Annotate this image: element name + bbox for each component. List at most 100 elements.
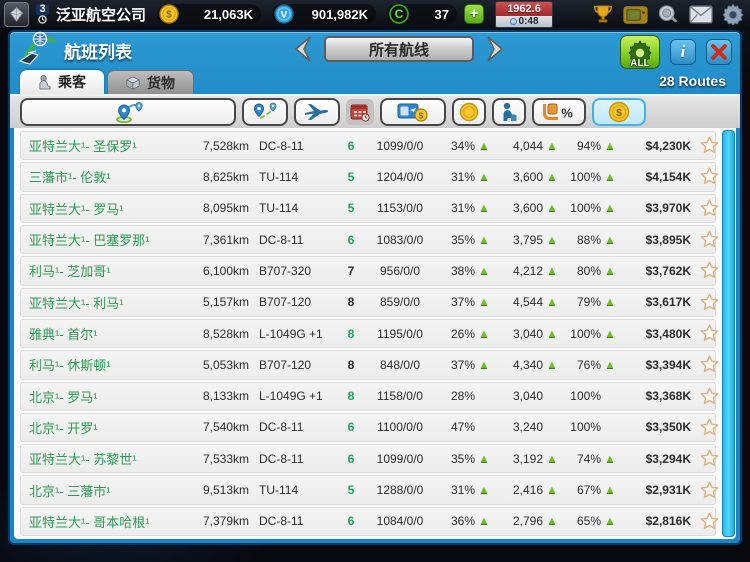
route-revenue: $3,970K [645, 201, 691, 216]
route-passengers: 3,600 [512, 201, 543, 216]
favorite-star-icon[interactable] [691, 480, 727, 501]
route-revenue: $3,294K [645, 451, 691, 466]
tab-cargo[interactable]: 货物 [107, 70, 194, 94]
sort-by-profit-rate-button[interactable] [452, 98, 486, 126]
route-name: 亚特兰大¹- 哥本哈根¹ [29, 514, 150, 530]
route-weekly-flights: 6 [347, 451, 355, 466]
route-fare: 1084/0/0 [376, 514, 424, 529]
route-load-factor: 88% [576, 232, 601, 247]
select-all-button[interactable]: ALL [620, 35, 660, 69]
favorite-star-icon[interactable] [691, 417, 727, 438]
up-arrow-icon: ▲ [478, 452, 490, 465]
route-fare: 1099/0/0 [376, 451, 424, 466]
credits-resource[interactable]: C 37 [387, 4, 458, 24]
route-distance: 9,513km [202, 483, 249, 498]
trophy-icon[interactable] [592, 3, 614, 25]
table-row[interactable]: 利马¹- 休斯顿¹ 5,053km B707-120 8 848/0/0 37%… [20, 350, 718, 380]
tab-passengers[interactable]: 乘客 [20, 70, 104, 94]
route-profit-rate: 31% [450, 201, 475, 216]
add-credits-button[interactable]: + [464, 4, 485, 24]
route-revenue: $4,154K [645, 169, 691, 184]
up-arrow-icon: ▲ [546, 452, 558, 465]
route-fare: 956/0/0 [379, 263, 421, 278]
table-row[interactable]: 亚特兰大¹- 罗马¹ 8,095km TU-114 5 1153/0/0 31%… [20, 193, 718, 223]
favorite-star-icon[interactable] [691, 448, 727, 469]
table-row[interactable]: 三藩市¹- 伦敦¹ 8,625km TU-114 5 1204/0/0 31% … [20, 162, 718, 192]
up-arrow-icon: ▲ [478, 264, 490, 277]
sort-by-route-button[interactable] [20, 98, 236, 126]
favorite-star-icon[interactable] [691, 323, 727, 344]
aircraft-icon [305, 104, 329, 120]
route-revenue: $2,816K [645, 514, 691, 529]
game-date: 1962.6 [496, 1, 553, 16]
table-row[interactable]: 利马¹- 芝加哥¹ 6,100km B707-320 7 956/0/0 38%… [20, 256, 718, 286]
table-row[interactable]: 亚特兰大¹- 哥本哈根¹ 7,379km DC-8-11 6 1084/0/0 … [20, 506, 718, 537]
airline-logo[interactable] [4, 1, 29, 27]
favorite-star-icon[interactable] [691, 354, 727, 375]
route-weekly-flights: 8 [347, 389, 355, 404]
route-fare: 848/0/0 [379, 357, 421, 372]
sort-by-aircraft-button[interactable] [294, 98, 340, 126]
up-arrow-icon: ▲ [546, 327, 558, 340]
flight-list-logo-icon [18, 31, 56, 65]
route-filter-dropdown[interactable]: 所有航线 [324, 36, 474, 62]
route-table-body: 亚特兰大¹- 圣保罗¹ 7,528km DC-8-11 6 1099/0/0 3… [14, 128, 736, 539]
close-button[interactable] [706, 39, 732, 65]
route-aircraft: B707-120 [259, 295, 312, 310]
favorite-star-icon[interactable] [691, 386, 727, 407]
route-passengers: 3,795 [512, 232, 543, 247]
settings-gear-icon[interactable] [722, 3, 744, 25]
company-value-resource[interactable]: V 901,982K [272, 4, 377, 24]
tv-news-icon[interactable] [623, 4, 648, 25]
route-load-factor: 65% [576, 514, 601, 529]
distance-icon [253, 102, 277, 119]
sort-by-distance-button[interactable] [242, 98, 288, 126]
route-distance: 8,133km [202, 389, 249, 404]
info-button[interactable]: i [670, 39, 696, 65]
megaphone-icon[interactable] [657, 3, 680, 25]
next-filter-icon[interactable] [482, 35, 508, 63]
mail-icon[interactable] [689, 5, 713, 24]
table-row[interactable]: 北京¹- 开罗¹ 7,540km DC-8-11 6 1100/0/0 47% … [20, 412, 718, 443]
table-row[interactable]: 亚特兰大¹- 苏黎世¹ 7,533km DC-8-11 6 1099/0/0 3… [20, 444, 718, 474]
route-distance: 7,361km [202, 232, 249, 247]
favorite-star-icon[interactable] [691, 260, 727, 281]
route-fare: 859/0/0 [379, 295, 421, 310]
svg-text:C: C [395, 7, 404, 21]
table-row[interactable]: 亚特兰大¹- 利马¹ 5,157km B707-120 8 859/0/0 37… [20, 287, 718, 317]
table-row[interactable]: 北京¹- 罗马¹ 8,133km L-1049G +1 8 1158/0/0 2… [20, 381, 718, 411]
top-status-bar: 3 泛亚航空公司 $ 21,063K V 901,982K C 37 + 196… [0, 0, 750, 28]
route-name: 亚特兰大¹- 利马¹ [29, 295, 124, 311]
sort-by-revenue-button[interactable]: $ [592, 98, 646, 126]
up-arrow-icon: ▲ [604, 139, 616, 152]
route-distance: 7,540km [202, 420, 249, 435]
scrollbar[interactable] [722, 130, 735, 537]
favorite-star-icon[interactable] [691, 198, 727, 219]
favorite-star-icon[interactable] [691, 229, 727, 250]
route-profit-rate: 35% [450, 232, 475, 247]
route-aircraft: DC-8-11 [259, 514, 304, 529]
sort-by-fare-button[interactable]: $ [380, 98, 446, 126]
svg-text:$: $ [419, 110, 424, 120]
table-row[interactable]: 亚特兰大¹- 巴塞罗那¹ 7,361km DC-8-11 6 1083/0/0 … [20, 224, 718, 255]
prev-filter-icon[interactable] [290, 35, 316, 63]
routes-count: 28 Routes [659, 73, 726, 89]
table-row[interactable]: 雅典¹- 首尔¹ 8,528km L-1049G +1 8 1195/0/0 2… [20, 318, 718, 349]
route-revenue: $3,762K [645, 263, 691, 278]
revenue-coin-icon: $ [608, 101, 630, 123]
favorite-star-icon[interactable] [691, 292, 727, 313]
route-weekly-flights: 6 [347, 138, 355, 153]
company-value: 901,982K [311, 6, 369, 22]
table-row[interactable]: 北京¹- 三藩市¹ 9,513km TU-114 5 1288/0/0 31% … [20, 475, 718, 505]
favorite-star-icon[interactable] [691, 166, 727, 187]
favorite-star-icon[interactable] [691, 511, 727, 532]
up-arrow-icon: ▲ [478, 296, 490, 309]
favorite-star-icon[interactable] [691, 135, 727, 156]
sort-by-passengers-button[interactable] [492, 98, 526, 126]
route-weekly-flights: 6 [347, 420, 355, 435]
route-fare: 1204/0/0 [376, 169, 424, 184]
sort-by-load-factor-button[interactable]: % [532, 98, 586, 126]
sort-by-schedule-button[interactable] [346, 99, 374, 125]
cash-resource[interactable]: $ 21,063K [157, 4, 262, 24]
table-row[interactable]: 亚特兰大¹- 圣保罗¹ 7,528km DC-8-11 6 1099/0/0 3… [20, 131, 718, 161]
